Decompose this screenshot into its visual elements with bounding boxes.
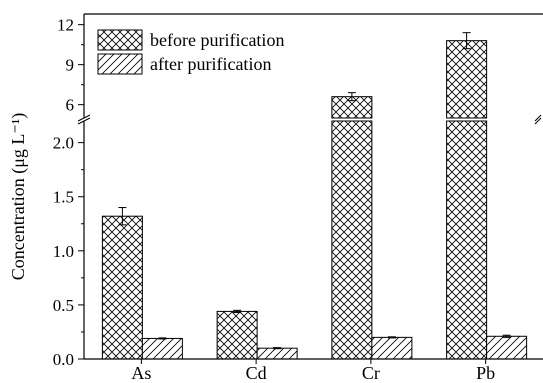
y-tick-label: 6 xyxy=(66,96,75,115)
bar-As-series0 xyxy=(101,215,143,360)
x-tick-label-Cd: Cd xyxy=(246,363,267,383)
bar-As-series1 xyxy=(141,337,183,360)
bar-Cd-series1 xyxy=(256,347,298,360)
bar-Pb-series0-lower xyxy=(446,120,488,360)
axis-break-mark-lower xyxy=(77,117,91,125)
y-tick-label: 9 xyxy=(66,56,75,75)
axis-break-gap xyxy=(78,118,543,121)
bar-Cr-series0-lower xyxy=(331,120,373,360)
axis-break-mark-right-lower xyxy=(534,117,542,125)
y-axis-label: Concentration (μg L⁻¹) xyxy=(8,113,29,281)
x-tick-label-Pb: Pb xyxy=(476,363,495,383)
axis-break-mark-upper xyxy=(77,114,91,122)
axis-break-mark-right-upper xyxy=(534,114,542,122)
legend-label-series1: after purification xyxy=(150,54,271,74)
legend-label-series0: before purification xyxy=(150,30,284,50)
y-tick-label: 1.0 xyxy=(53,242,74,261)
y-tick-label: 2.0 xyxy=(53,134,74,153)
y-tick-label: 0.0 xyxy=(53,350,74,369)
y-tick-label: 0.5 xyxy=(53,296,74,315)
y-tick-label: 1.5 xyxy=(53,188,74,207)
legend-swatch-series1 xyxy=(97,53,143,75)
x-tick-label-As: As xyxy=(131,363,151,383)
bar-Pb-series1 xyxy=(486,335,528,360)
bar-Cr-series1 xyxy=(371,336,413,360)
legend-swatch-series0 xyxy=(97,29,143,51)
y-tick-label: 12 xyxy=(57,16,74,35)
bar-Pb-series0 xyxy=(446,40,488,119)
x-tick-label-Cr: Cr xyxy=(362,363,380,383)
bar-Cd-series0 xyxy=(216,310,258,360)
